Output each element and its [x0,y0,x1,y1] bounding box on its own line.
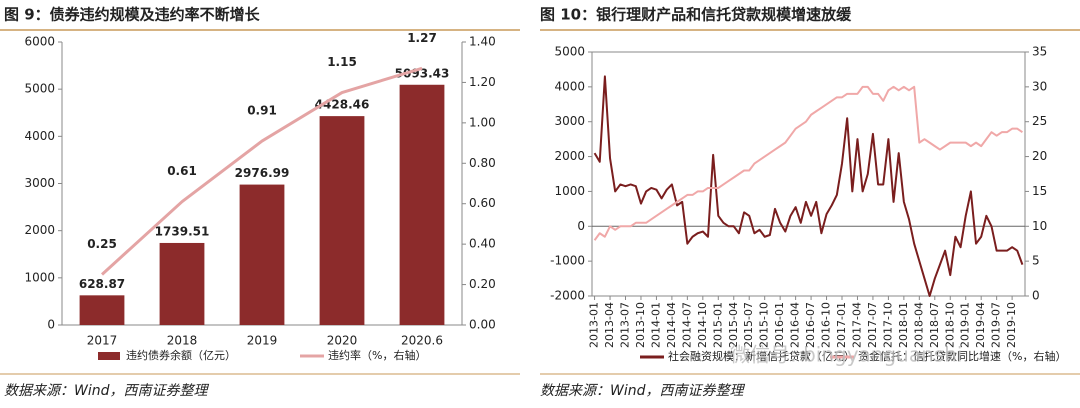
x-tick-label: 2014-07 [680,302,693,348]
x-tick-label: 2019-10 [1005,302,1018,348]
line-series [100,66,423,276]
x-tick-label: 2017-01 [835,302,848,348]
x-tick-label: 2018-01 [897,302,910,348]
y-tick-label: 4000 [554,79,585,93]
legend-label: 资金信托：信托贷款同比增速（%，右轴） [858,349,1066,363]
source-note: 数据来源：Wind，西南证券整理 [540,383,745,399]
data-label: 0.61 [167,164,197,178]
y2-tick-label: 0.00 [469,318,496,332]
data-label: 5093.43 [395,66,450,80]
x-tick-label: 2019 [247,334,278,348]
data-label: 1.15 [327,55,357,69]
x-tick-label: 2013-01 [588,302,601,348]
y2-tick-label: 10 [1032,219,1047,233]
y-tick-label: 4000 [24,129,55,143]
y-tick-label: 2000 [24,223,55,237]
y-tick-label: 1000 [554,184,585,198]
legend-label: 违约债券余额（亿元） [126,348,236,362]
x-tick-label: 2018 [167,334,198,348]
x-tick-label: 2020 [327,334,358,348]
y-tick-label: -1000 [550,254,585,268]
x-tick-label: 2014-10 [696,302,709,348]
bar [319,116,365,326]
y2-tick-label: 0.60 [469,196,496,210]
y2-tick-label: 25 [1032,114,1047,128]
x-tick-label: 2017-07 [866,302,879,348]
x-tick-label: 2020.6 [401,334,443,348]
data-label: 0.25 [87,237,117,251]
legend-swatch [98,352,120,360]
data-label: 1739.51 [155,224,210,238]
x-tick-label: 2016-07 [804,302,817,348]
y-tick-label: 2000 [554,149,585,163]
x-tick-label: 2016-10 [820,302,833,348]
x-tick-label: 2018-04 [912,302,925,348]
y2-tick-label: 0 [1032,289,1040,303]
x-tick-label: 2017 [87,334,118,348]
data-label: 628.87 [79,277,125,291]
bar [79,295,125,325]
y-tick-label: 6000 [24,35,55,49]
y2-tick-label: 5 [1032,254,1040,268]
y2-tick-label: 0.40 [469,237,496,251]
x-tick-label: 2019-01 [959,302,972,348]
data-label: 2976.99 [235,166,290,180]
x-tick-label: 2014-01 [649,302,662,348]
y-tick-label: 3000 [554,114,585,128]
x-tick-label: 2015-07 [742,302,755,348]
line-series [593,85,1023,241]
bar [399,84,445,325]
line-series [593,75,1024,297]
x-tick-label: 2018-07 [928,302,941,348]
data-label: 1.27 [407,31,437,45]
legend-label: 违约率（%，右轴） [328,348,426,362]
y-tick-label: 0 [47,318,55,332]
chart-title: 图 10：银行理财产品和信托贷款规模增速放缓 [540,6,852,24]
y2-tick-label: 30 [1032,79,1047,93]
y2-tick-label: 15 [1032,184,1047,198]
watermark: 微信号: bingyanguanshi [730,343,962,367]
y-tick-label: -2000 [550,289,585,303]
y-tick-label: 1000 [24,270,55,284]
y2-tick-label: 20 [1032,149,1047,163]
x-tick-label: 2016-01 [773,302,786,348]
bar [239,184,285,325]
source-note: 数据来源：Wind，西南证券整理 [4,383,209,399]
x-tick-label: 2014-04 [665,302,678,348]
legend-label: 社会融资规模：新增信托贷款（亿元） [668,349,855,363]
y2-tick-label: 0.20 [469,277,496,291]
y2-tick-label: 0.80 [469,156,496,170]
y-tick-label: 5000 [24,82,55,96]
x-tick-label: 2013-04 [603,302,616,348]
bar [159,242,205,325]
x-tick-label: 2019-04 [974,302,987,348]
y2-tick-label: 1.20 [469,75,496,89]
y2-tick-label: 35 [1032,45,1047,59]
data-label: 0.91 [247,104,277,118]
chart-title: 图 9：债券违约规模及违约率不断增长 [4,6,261,24]
x-tick-label: 2013-10 [634,302,647,348]
y-tick-label: 5000 [554,45,585,59]
x-tick-label: 2015-10 [758,302,771,348]
y2-tick-label: 1.00 [469,115,496,129]
x-tick-label: 2019-07 [990,302,1003,348]
y-tick-label: 3000 [24,176,55,190]
x-tick-label: 2017-10 [881,302,894,348]
x-tick-label: 2015-04 [727,302,740,348]
x-tick-label: 2016-04 [789,302,802,348]
x-tick-label: 2015-01 [711,302,724,348]
y2-tick-label: 1.40 [469,35,496,49]
x-tick-label: 2013-07 [619,302,632,348]
x-tick-label: 2018-10 [943,302,956,348]
y-tick-label: 0 [577,219,585,233]
x-tick-label: 2017-04 [850,302,863,348]
